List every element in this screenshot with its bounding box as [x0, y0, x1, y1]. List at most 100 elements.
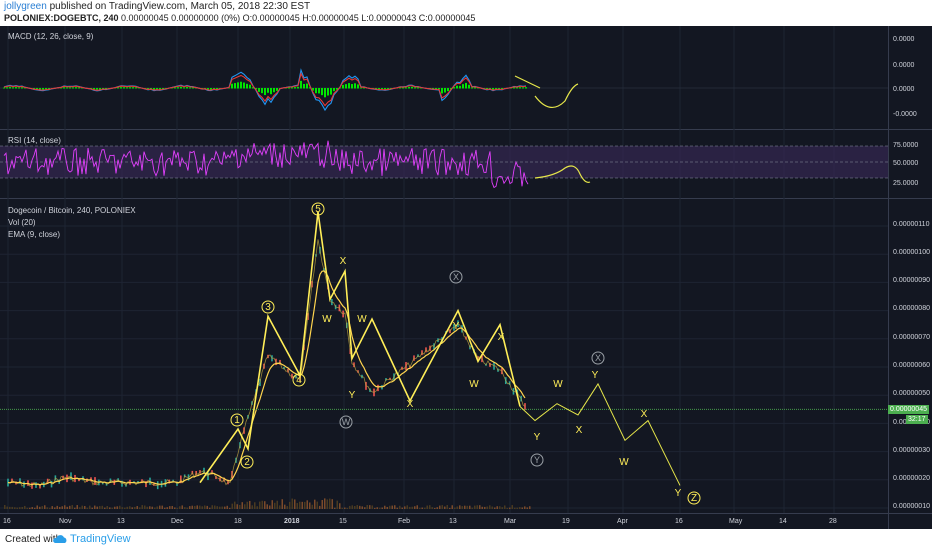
macd-histogram-bar [192, 87, 194, 89]
volume-bar [519, 507, 521, 509]
volume-bar [161, 505, 163, 509]
macd-histogram-bar [309, 87, 311, 89]
macd-histogram-bar [24, 87, 26, 89]
macd-tick: -0.0000 [893, 111, 917, 118]
price-line [7, 239, 526, 488]
volume-bar [384, 505, 386, 509]
macd-histogram-bar [135, 87, 137, 89]
wave-label: Y [534, 432, 541, 443]
macd-histogram-bar [69, 87, 71, 89]
volume-bar [99, 505, 101, 509]
x-tick: Mar [504, 518, 517, 525]
rsi-label: RSI (14, close) [8, 136, 61, 145]
volume-bar [504, 505, 506, 509]
volume-bar [59, 506, 61, 509]
macd-histogram-bar [60, 87, 62, 89]
macd-histogram-bar [294, 87, 296, 89]
x-tick: Dec [171, 518, 184, 525]
macd-histogram-bar [21, 87, 23, 89]
macd-histogram-bar [45, 88, 47, 90]
volume-bar [236, 504, 238, 509]
wave-label: W [322, 314, 332, 325]
volume-bar [109, 507, 111, 509]
macd-label: MACD (12, 26, close, 9) [8, 32, 94, 41]
volume-bar [244, 504, 246, 509]
volume-bar [46, 507, 48, 509]
volume-bar [259, 501, 261, 509]
tradingview-logo-text[interactable]: TradingView [70, 533, 131, 545]
volume-bar [501, 507, 503, 509]
publish-line: jollygreen published on TradingView.com,… [4, 1, 310, 12]
macd-histogram-bar [450, 88, 452, 90]
macd-histogram-bar [303, 83, 305, 89]
macd-histogram-bar [189, 87, 191, 89]
volume-bar [379, 507, 381, 509]
volume-bar [444, 506, 446, 509]
volume-bar [286, 506, 288, 509]
volume-bar [469, 505, 471, 509]
wave-label-circle [591, 351, 605, 365]
volume-bar [201, 506, 203, 509]
volume-bar [76, 505, 78, 509]
volume-bar [111, 507, 113, 509]
ohlc-values: 0.00000045 0.00000000 (0%) O:0.00000045 … [121, 13, 476, 23]
volume-bar [156, 506, 158, 509]
volume-bar [386, 506, 388, 509]
macd-histogram-bar [408, 86, 410, 89]
volume-bar [101, 505, 103, 509]
wave-label-circle [292, 373, 306, 387]
macd-histogram-bar [42, 88, 44, 90]
volume-bar [316, 501, 318, 509]
macd-histogram-bar [399, 87, 401, 89]
volume-bar [81, 505, 83, 509]
volume-bar [431, 507, 433, 509]
volume-bar [406, 505, 408, 509]
macd-histogram-bar [36, 88, 38, 90]
macd-histogram-bar [267, 88, 269, 93]
volume-bar [226, 505, 228, 509]
rsi-tick: 50.0000 [893, 160, 919, 167]
macd-histogram-bar [411, 86, 413, 89]
x-tick: 28 [829, 518, 837, 525]
macd-histogram-bar [33, 88, 35, 90]
volume-bar [231, 503, 233, 509]
macd-histogram-bar [291, 87, 293, 89]
macd-projection [514, 75, 579, 108]
wave-label: W [342, 417, 351, 427]
last-price-badge: 0.00000045 [888, 405, 929, 414]
macd-histogram-bar [387, 88, 389, 90]
volume-bar [446, 505, 448, 509]
footer: Created with TradingView [0, 529, 932, 550]
x-tick: 18 [234, 518, 242, 525]
volume-bar [91, 507, 93, 509]
volume-bar [421, 507, 423, 509]
macd-histogram-bar [513, 87, 515, 89]
volume-bar [126, 506, 128, 509]
volume-bar [496, 506, 498, 509]
volume-bar [336, 500, 338, 509]
volume-bar [264, 501, 266, 509]
volume-bar [21, 506, 23, 509]
volume-bar [499, 506, 501, 509]
volume-bar [449, 507, 451, 509]
wave-label: X [576, 425, 583, 436]
volume-bar [224, 506, 226, 509]
volume-bar [131, 507, 133, 509]
volume-bar [369, 505, 371, 509]
volume-bar [246, 501, 248, 509]
volume-bar [66, 506, 68, 509]
macd-histogram-bar [522, 87, 524, 89]
volume-bar [434, 507, 436, 509]
volume-bar [306, 500, 308, 509]
volume-bar [401, 507, 403, 509]
author-link[interactable]: jollygreen [4, 1, 47, 12]
macd-histogram-bar [336, 88, 338, 90]
macd-histogram-bar [102, 88, 104, 90]
volume-bar [454, 507, 456, 509]
wave-label: Y [349, 390, 356, 401]
macd-histogram-bar [441, 88, 443, 94]
macd-histogram-bar [495, 88, 497, 90]
wave-label: X [453, 272, 459, 282]
